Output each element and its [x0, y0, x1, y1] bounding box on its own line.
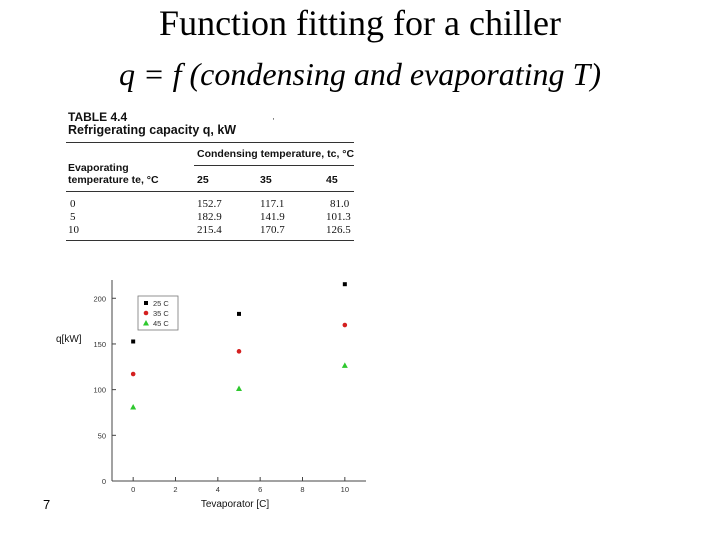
slide-title: Function fitting for a chiller	[159, 3, 561, 43]
y-tick-label: 150	[93, 340, 106, 349]
y-tick-label: 50	[98, 431, 106, 440]
x-tick-label: 2	[173, 485, 177, 494]
data-point	[342, 282, 347, 287]
table-cell: 101.3	[326, 211, 351, 223]
x-tick-label: 4	[216, 485, 220, 494]
y-axis-label: q[kW]	[56, 334, 82, 345]
capacity-table: TABLE 4.4 Refrigerating capacity q, kW ·…	[64, 110, 364, 244]
data-point	[130, 371, 136, 377]
data-point	[130, 403, 137, 410]
data-point	[341, 362, 348, 368]
data-point	[237, 311, 241, 316]
table-cond-header: Condensing temperature, tc, °C	[197, 148, 355, 160]
table-col-35: 35	[260, 174, 272, 186]
table-rule-mid	[66, 191, 354, 192]
table-cell: 215.4	[197, 224, 222, 236]
data-point	[236, 349, 242, 354]
data-point	[131, 339, 136, 344]
data-point	[236, 385, 242, 391]
table-evap-header-2: temperature te, °C	[68, 174, 159, 186]
y-tick-label: 200	[93, 294, 106, 303]
table-cell: 126.5	[326, 224, 351, 236]
table-title: Refrigerating capacity q, kW	[68, 123, 237, 137]
table-cell: 152.7	[197, 198, 222, 210]
y-tick-label: 0	[102, 477, 106, 486]
table-cell: 117.1	[260, 198, 285, 210]
legend-marker	[143, 320, 149, 326]
table-evap-0: 0	[70, 198, 76, 210]
table-rule-bottom	[66, 240, 354, 241]
slide-page-number: 7	[43, 497, 51, 512]
table-cell: 141.9	[260, 211, 285, 223]
data-point	[342, 322, 348, 328]
table-evap-10: 10	[68, 224, 79, 236]
table-cell: 182.9	[197, 211, 222, 223]
table-evap-5: 5	[70, 211, 76, 223]
table-col-45: 45	[326, 174, 338, 186]
table-cell: 81.0	[330, 198, 350, 210]
table-cell: 170.7	[260, 224, 285, 236]
slide-subtitle: q = f (condensing and evaporating T)	[119, 56, 601, 92]
x-tick-label: 10	[341, 485, 349, 494]
table-stray-mark: ·	[272, 114, 275, 124]
table-rule-top	[66, 142, 354, 143]
y-tick-label: 100	[93, 386, 106, 395]
table-rule-cond	[194, 165, 354, 166]
legend-label: 25 C	[153, 299, 169, 308]
legend-marker	[144, 301, 148, 305]
legend-label: 35 C	[153, 309, 169, 318]
table-number: TABLE 4.4	[68, 110, 128, 124]
x-tick-label: 8	[300, 485, 304, 494]
x-tick-label: 6	[258, 485, 262, 494]
table-evap-header-1: Evaporating	[68, 162, 129, 174]
x-tick-label: 0	[131, 485, 135, 494]
x-axis-label: Tevaporator [C]	[201, 499, 270, 510]
table-col-25: 25	[197, 174, 209, 186]
legend-label: 45 C	[153, 319, 169, 328]
legend-marker	[143, 310, 149, 316]
